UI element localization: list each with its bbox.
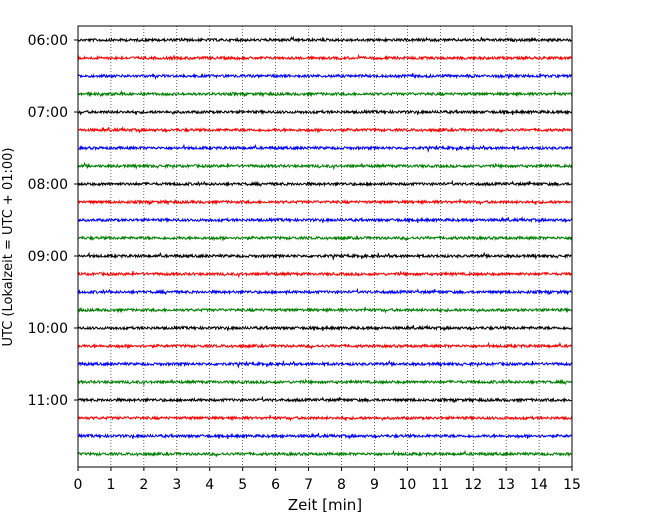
x-tick-label: 4 — [205, 477, 214, 493]
trace-line — [77, 449, 573, 458]
y-axis-label: UTC (Lokalzeit = UTC + 01:00) — [1, 148, 16, 347]
y-tick-label: 09:00 — [28, 249, 68, 265]
trace-line — [77, 432, 573, 440]
trace-line — [77, 179, 573, 188]
trace-line — [77, 341, 573, 350]
x-tick-label: 0 — [74, 477, 83, 493]
trace-line — [77, 414, 573, 422]
x-tick-label: 9 — [370, 477, 379, 493]
x-axis-label: Zeit [min] — [288, 496, 362, 514]
trace-line — [77, 251, 573, 261]
trace-line — [77, 378, 573, 387]
trace-line — [77, 324, 573, 332]
traces — [77, 35, 573, 458]
trace-line — [77, 72, 573, 81]
trace-line — [77, 270, 573, 279]
x-tick-label: 11 — [431, 477, 449, 493]
x-tick-label: 1 — [106, 477, 115, 493]
trace-line — [77, 35, 573, 44]
x-tick-label: 2 — [139, 477, 148, 493]
trace-line — [77, 216, 573, 224]
x-tick-label: 3 — [172, 477, 181, 493]
trace-line — [77, 89, 573, 98]
y-tick-label: 08:00 — [28, 177, 68, 193]
x-tick-label: 10 — [398, 477, 416, 493]
trace-line — [77, 53, 573, 62]
trace-line — [77, 108, 573, 116]
trace-line — [77, 306, 573, 314]
x-tick-label: 8 — [337, 477, 346, 493]
trace-line — [77, 161, 573, 171]
trace-line — [77, 126, 573, 134]
trace-line — [77, 395, 573, 404]
x-tick-label: 7 — [304, 477, 313, 493]
plot-frame — [77, 25, 573, 468]
trace-line — [77, 234, 573, 242]
trace-line — [77, 287, 573, 296]
x-tick-label: 6 — [271, 477, 280, 493]
y-ticks: 06:00 07:00 08:00 09:00 10:00 11:00 — [28, 33, 78, 409]
x-tick-label: 15 — [563, 477, 581, 493]
x-ticks: 0 1 2 3 4 5 6 7 8 9 10 11 12 13 14 15 — [74, 467, 581, 493]
y-tick-label: 06:00 — [28, 33, 68, 49]
y-tick-label: 07:00 — [28, 105, 68, 121]
trace-line — [77, 359, 573, 369]
trace-line — [77, 198, 573, 206]
x-tick-label: 12 — [464, 477, 482, 493]
y-tick-label: 11:00 — [28, 393, 68, 409]
x-tick-label: 13 — [497, 477, 515, 493]
trace-line — [77, 143, 573, 153]
x-tick-label: 14 — [530, 477, 548, 493]
x-tick-label: 5 — [238, 477, 247, 493]
y-tick-label: 10:00 — [28, 321, 68, 337]
